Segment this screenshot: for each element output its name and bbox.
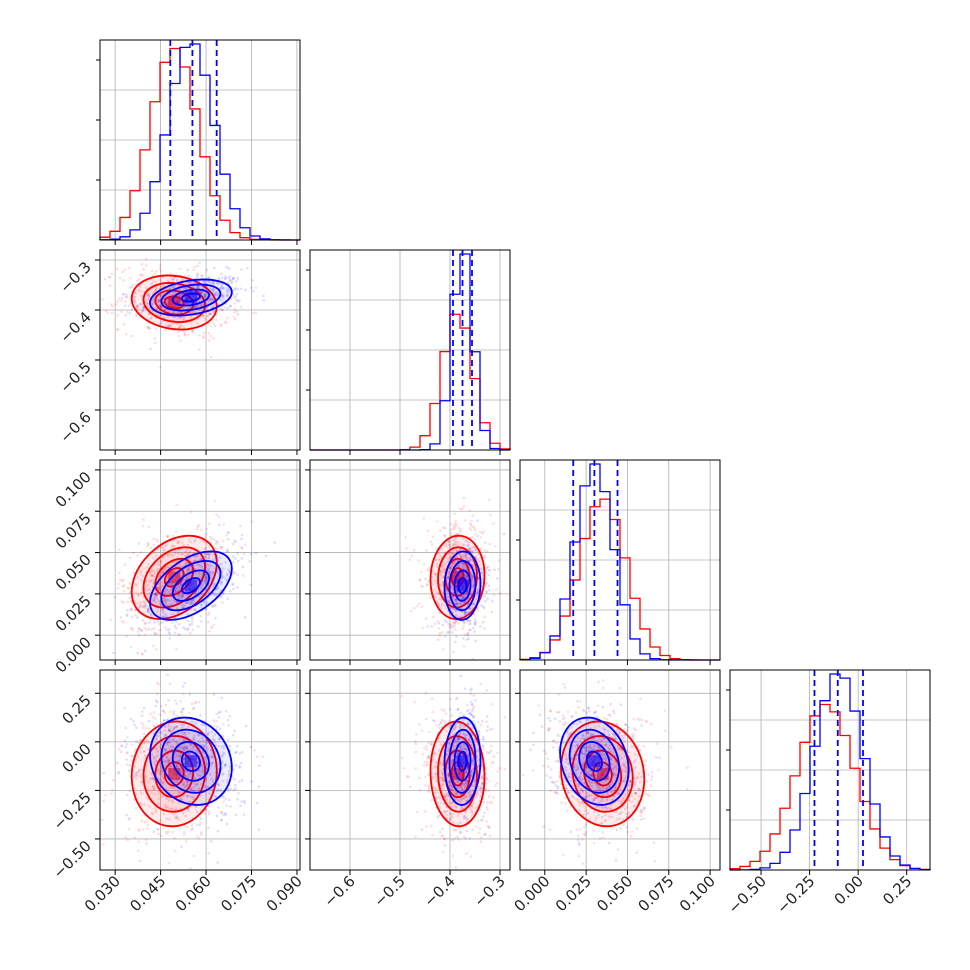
scatter-panel-4-3	[519, 669, 721, 871]
histogram-panel-1	[96, 39, 301, 241]
histogram-series-2	[310, 253, 511, 451]
contour-series-2	[149, 716, 233, 806]
contour-series-2	[448, 728, 477, 794]
y-tick-label: 0.00	[58, 740, 94, 776]
contour-series-1	[154, 557, 195, 597]
density-peak-series-2	[184, 579, 197, 592]
panel-frame	[99, 669, 301, 871]
contour-series-2	[160, 728, 222, 794]
y-tick-label: 0.025	[52, 592, 95, 635]
scatter-panel-3-1	[99, 459, 301, 661]
contour-series-2	[568, 728, 620, 794]
density-peak-series-2	[456, 755, 469, 768]
x-tick-label: −0.6	[320, 872, 358, 910]
x-tick-label: 0.025	[552, 872, 595, 915]
x-tick-label: 0.030	[81, 872, 124, 915]
panel-frame	[99, 459, 301, 661]
contour-series-2	[559, 716, 630, 806]
y-tick-label: −0.6	[56, 408, 94, 446]
y-tick-label: −0.25	[50, 788, 95, 833]
scatter-panel-2-1	[99, 249, 301, 451]
panel-frame	[309, 249, 511, 451]
contour-series-2	[585, 750, 603, 772]
histogram-panel-4	[726, 669, 931, 871]
contour-series-2	[160, 560, 222, 612]
x-tick-label: −0.5	[370, 872, 408, 910]
contour-series-1	[130, 274, 218, 331]
histogram-series-2	[99, 43, 301, 241]
y-tick-label: −0.50	[50, 837, 95, 882]
panel-frame	[309, 669, 511, 871]
contour-series-2	[453, 740, 472, 782]
y-tick-label: 0.100	[52, 468, 95, 511]
contour-series-2	[448, 560, 477, 612]
contour-series-2	[180, 750, 201, 772]
y-tick-label: 0.000	[52, 633, 95, 676]
y-tick-label: 0.075	[52, 509, 95, 552]
contour-series-1	[130, 720, 218, 828]
y-tick-label: −0.3	[56, 258, 94, 296]
x-tick-label: 0.090	[263, 872, 306, 915]
contour-series-2	[578, 740, 611, 782]
x-tick-label: −0.3	[470, 872, 508, 910]
contour-series-2	[443, 716, 482, 806]
scatter-panel-3-2	[309, 459, 511, 661]
density-peak-series-2	[184, 291, 197, 304]
x-tick-label: 0.00	[831, 872, 867, 908]
contour-series-2	[149, 550, 233, 621]
contour-series-2	[149, 278, 233, 317]
histogram-series-2	[519, 463, 720, 661]
density-peak-series-2	[588, 755, 601, 768]
panel-frame	[519, 459, 721, 661]
histogram-series-1	[99, 47, 301, 241]
contour-series-2	[453, 569, 472, 602]
histogram-series-2	[729, 673, 931, 871]
scatter-panel-4-2	[309, 669, 511, 871]
contour-series-1	[583, 749, 623, 799]
contour-series-1	[429, 534, 486, 620]
x-tick-label: 0.000	[511, 872, 554, 915]
contour-series-1	[142, 735, 206, 813]
y-tick-label: 0.25	[58, 691, 94, 727]
x-tick-label: 0.25	[879, 872, 915, 908]
x-tick-label: −0.4	[420, 872, 458, 910]
contour-series-1	[560, 720, 646, 828]
histogram-panel-2	[306, 249, 511, 451]
x-tick-label: 0.100	[676, 872, 719, 915]
contour-series-2	[443, 550, 482, 621]
panel-frame	[99, 39, 301, 241]
x-tick-label: 0.050	[593, 872, 636, 915]
x-tick-label: 0.060	[172, 872, 215, 915]
density-peak-series-1	[168, 571, 181, 584]
panel-frame	[729, 669, 931, 871]
y-tick-label: −0.5	[56, 358, 94, 396]
panel-frame	[309, 459, 511, 661]
density-peak-series-2	[456, 579, 469, 592]
y-tick-label: 0.050	[52, 551, 95, 594]
x-tick-label: 0.045	[126, 872, 169, 915]
histogram-series-1	[729, 703, 931, 871]
contour-series-1	[571, 735, 634, 813]
x-tick-label: 0.075	[217, 872, 260, 915]
histogram-panel-3	[516, 459, 721, 661]
x-tick-label: −0.25	[773, 872, 818, 917]
contour-series-2	[171, 288, 210, 307]
panel-frame	[99, 249, 301, 451]
contour-series-1	[130, 534, 218, 620]
x-tick-label: −0.50	[725, 872, 770, 917]
density-peak-series-2	[184, 755, 197, 768]
contour-series-2	[160, 283, 222, 312]
panel-frame	[519, 669, 721, 871]
y-tick-label: −0.4	[56, 308, 94, 346]
contour-series-2	[171, 569, 210, 602]
contour-series-2	[171, 740, 210, 782]
x-tick-label: 0.075	[634, 872, 677, 915]
scatter-panel-4-1	[99, 669, 301, 871]
